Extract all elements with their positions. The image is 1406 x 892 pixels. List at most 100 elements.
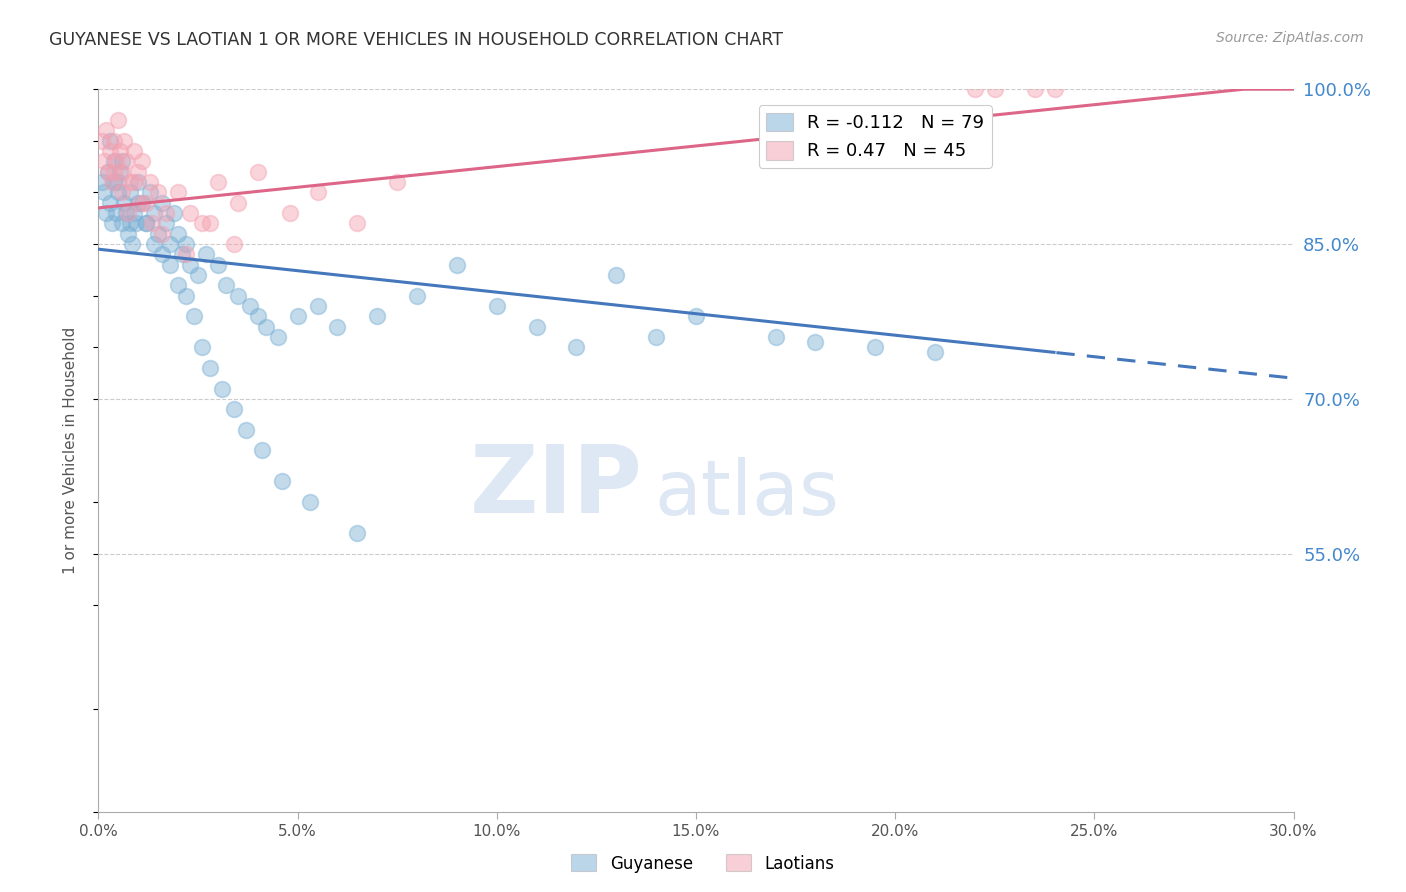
Point [135,216,157,230]
Point [222,237,245,252]
Point [150,227,173,241]
Point [107,175,129,189]
Point [191,216,214,230]
Point [103,154,125,169]
Point [198,360,221,375]
Point [91,134,114,148]
Point [115,154,138,169]
Point [127,175,149,189]
Point [141,216,163,230]
Point [98,144,122,158]
Point [155,206,177,220]
Point [215,278,238,293]
Point [127,165,149,179]
Point [93,186,115,200]
Point [131,154,153,169]
Point [346,526,368,541]
Point [150,247,173,261]
Point [111,216,134,230]
Point [111,154,134,169]
Point [804,334,827,349]
Point [124,175,146,189]
Point [307,186,329,200]
Point [110,165,132,179]
Point [131,195,153,210]
Point [924,345,946,359]
Text: GUYANESE VS LAOTIAN 1 OR MORE VEHICLES IN HOUSEHOLD CORRELATION CHART: GUYANESE VS LAOTIAN 1 OR MORE VEHICLES I… [49,31,783,49]
Point [183,310,205,324]
Point [96,206,118,220]
Point [91,175,114,189]
Point [139,175,162,189]
Point [98,195,122,210]
Point [765,330,787,344]
Point [135,216,157,230]
Point [207,175,229,189]
Point [235,423,257,437]
Point [385,175,409,189]
Point [346,216,368,230]
Point [163,206,186,220]
Point [307,299,329,313]
Point [195,247,218,261]
Point [121,237,143,252]
Point [117,227,139,241]
Point [143,237,166,252]
Point [239,299,262,313]
Point [107,113,129,128]
Point [984,82,1007,96]
Point [148,227,170,241]
Point [127,195,149,210]
Point [187,268,209,282]
Point [129,195,152,210]
Y-axis label: 1 or more Vehicles in Household: 1 or more Vehicles in Household [63,326,77,574]
Point [270,475,292,489]
Point [179,206,201,220]
Point [159,237,181,252]
Point [198,216,221,230]
Point [167,278,190,293]
Point [287,310,309,324]
Point [211,382,233,396]
Point [207,258,229,272]
Point [124,206,146,220]
Point [97,165,120,179]
Point [115,206,138,220]
Point [150,195,173,210]
Point [605,268,627,282]
Point [103,134,125,148]
Point [155,216,177,230]
Point [107,186,129,200]
Point [105,206,128,220]
Point [110,144,132,158]
Point [1024,82,1046,96]
Point [526,319,548,334]
Point [226,195,249,210]
Point [111,165,134,179]
Point [139,186,162,200]
Point [865,340,887,354]
Point [406,288,429,302]
Point [105,154,128,169]
Text: Source: ZipAtlas.com: Source: ZipAtlas.com [1216,31,1364,45]
Point [111,186,134,200]
Point [112,134,135,148]
Point [685,310,707,324]
Point [565,340,588,354]
Legend: Guyanese, Laotians: Guyanese, Laotians [565,847,841,880]
Legend: R = -0.112   N = 79, R = 0.47   N = 45: R = -0.112 N = 79, R = 0.47 N = 45 [759,105,991,168]
Point [135,195,157,210]
Point [246,310,269,324]
Point [148,186,170,200]
Point [96,123,118,137]
Point [174,247,197,261]
Point [167,227,190,241]
Point [98,134,122,148]
Point [117,206,139,220]
Point [101,216,124,230]
Point [120,216,142,230]
Point [254,319,277,334]
Point [446,258,468,272]
Point [101,175,124,189]
Text: atlas: atlas [654,457,839,531]
